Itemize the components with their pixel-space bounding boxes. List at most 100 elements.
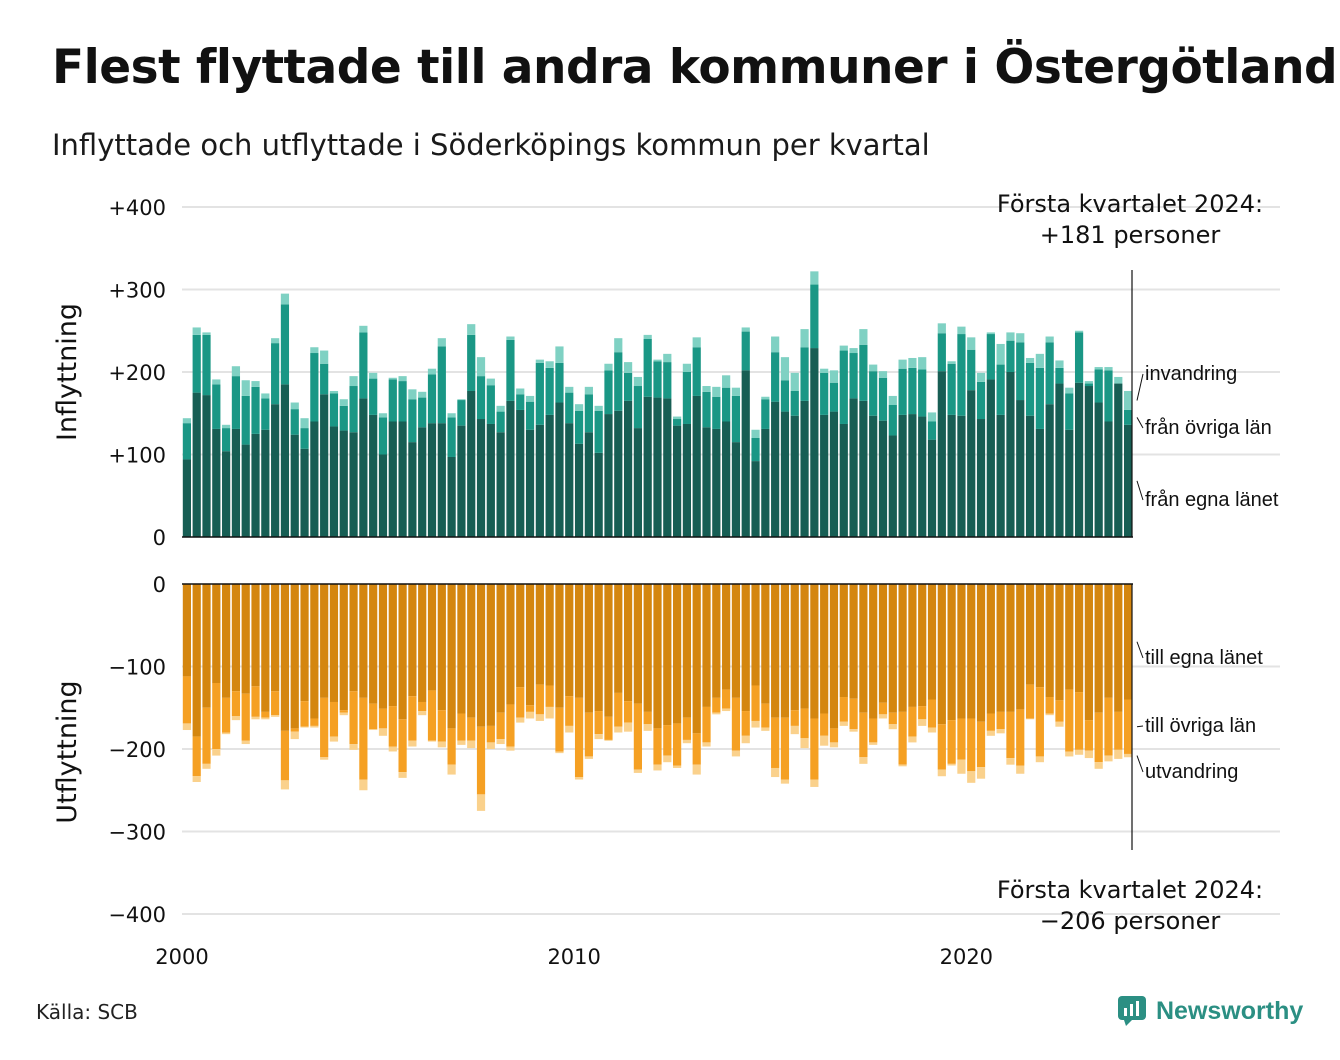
outflow-bar-till-övriga-län: [800, 708, 809, 739]
inflow-bar-från-egna-länet: [800, 400, 809, 538]
inflow-bar-från-övriga-län: [496, 411, 505, 433]
outflow-bar-till-egna-länet: [496, 584, 505, 713]
outflow-bar-till-egna-länet: [251, 584, 260, 687]
inflow-bar-från-övriga-län: [418, 397, 427, 428]
outflow-bar-till-övriga-län: [722, 689, 731, 709]
outflow-bar-till-övriga-län: [447, 728, 456, 765]
outflow-bar-till-egna-länet: [663, 584, 672, 726]
inflow-bar-invandring: [457, 399, 466, 401]
outflow-bar-till-övriga-län: [506, 704, 515, 747]
inflow-bar-invandring: [1025, 357, 1035, 363]
x-tick-label: 2020: [940, 945, 993, 969]
inflow-bar-invandring: [1045, 336, 1054, 343]
outflow-bar-utvandring: [437, 741, 446, 748]
outflow-bar-till-övriga-län: [839, 697, 848, 722]
migration-chart: 0 +100 +200 +300 +400 0 −100 −200 −300 −400 2000 20…: [52, 190, 1280, 969]
inflow-bar-från-övriga-län: [427, 374, 437, 424]
outflow-bar-till-egna-länet: [1084, 584, 1093, 721]
newsworthy-logo[interactable]: Newsworthy: [1118, 993, 1303, 1029]
series-label-leader: [1136, 373, 1144, 401]
series-label-leader: [1136, 641, 1144, 659]
inflow-bar-invandring: [810, 271, 819, 285]
outflow-bar-utvandring: [927, 727, 937, 733]
inflow-bar-invandring: [212, 379, 221, 385]
outflow-bar-till-egna-länet: [329, 584, 339, 702]
inflow-bar-från-övriga-län: [849, 353, 858, 399]
outflow-annotation-line2: −206 personer: [1040, 907, 1221, 935]
outflow-bar-till-egna-länet: [820, 584, 829, 714]
outflow-bar-till-övriga-län: [231, 691, 241, 716]
outflow-bar-till-övriga-län: [1114, 711, 1123, 750]
inflow-bar-från-egna-länet: [261, 429, 270, 537]
y-axis-title-inflow: Inflyttning: [52, 303, 83, 441]
inflow-bar-från-övriga-län: [408, 399, 417, 443]
y-tick-label: −100: [108, 656, 166, 680]
outflow-bar-till-egna-länet: [898, 584, 907, 712]
inflow-bar-från-övriga-län: [261, 398, 270, 430]
outflow-bar-utvandring: [565, 725, 574, 733]
outflow-bar-till-övriga-län: [908, 706, 917, 737]
inflow-bar-invandring: [516, 388, 525, 395]
outflow-bar-utvandring: [506, 746, 515, 751]
inflow-bar-från-övriga-län: [339, 405, 348, 431]
inflow-bar-invandring: [976, 372, 986, 382]
outflow-bar-till-egna-länet: [849, 584, 858, 699]
inflow-bar-invandring: [1055, 360, 1064, 368]
inflow-bar-invandring: [643, 334, 652, 340]
inflow-bar-invandring: [614, 338, 623, 353]
outflow-bar-till-egna-länet: [565, 584, 574, 697]
inflow-bar-invandring: [398, 376, 407, 382]
inflow-bar-från-egna-länet: [643, 396, 652, 537]
inflow-bar-från-egna-länet: [594, 452, 603, 537]
y-tick-label: +400: [108, 196, 166, 220]
inflow-bar-från-egna-länet: [378, 454, 388, 537]
y-tick-label: 0: [153, 573, 166, 597]
outflow-bar-till-övriga-län: [859, 712, 868, 758]
inflow-bar-från-egna-länet: [682, 423, 692, 537]
outflow-bar-till-egna-länet: [388, 584, 397, 707]
outflow-bar-utvandring: [251, 716, 260, 720]
outflow-bar-utvandring: [682, 739, 692, 744]
inflow-bar-invandring: [741, 327, 750, 332]
inflow-bar-invandring: [506, 336, 515, 340]
outflow-bar-till-övriga-län: [918, 706, 927, 720]
inflow-bar-invandring: [751, 429, 760, 438]
outflow-bar-utvandring: [1114, 749, 1123, 759]
outflow-bar-till-egna-länet: [1006, 584, 1015, 712]
inflow-bar-från-egna-länet: [182, 459, 191, 537]
outflow-bar-till-egna-länet: [957, 584, 966, 719]
outflow-bar-till-övriga-län: [614, 692, 623, 727]
inflow-bar-från-övriga-län: [878, 377, 888, 421]
outflow-bar-till-egna-länet: [967, 584, 976, 719]
inflow-bar-från-övriga-län: [643, 339, 652, 397]
outflow-bar-till-övriga-län: [241, 693, 250, 741]
inflow-bar-från-övriga-län: [947, 363, 956, 415]
outflow-bar-till-egna-länet: [1055, 584, 1064, 701]
inflow-bar-invandring: [731, 387, 741, 396]
outflow-bar-till-egna-länet: [731, 584, 741, 698]
inflow-bar-från-egna-länet: [310, 421, 319, 537]
outflow-bar-utvandring: [241, 740, 250, 745]
inflow-bar-invandring: [790, 372, 799, 391]
outflow-bar-till-övriga-län: [339, 710, 348, 713]
inflow-bar-invandring: [222, 424, 231, 429]
y-axis-title-outflow: Utflyttning: [52, 680, 83, 823]
inflow-bar-invandring: [996, 343, 1005, 365]
inflow-bar-från-övriga-län: [212, 384, 221, 429]
inflow-bar-från-egna-länet: [565, 423, 574, 537]
inflow-bar-från-egna-länet: [869, 415, 878, 537]
inflow-bar-från-egna-länet: [1074, 382, 1084, 537]
inflow-bar-från-övriga-län: [1084, 383, 1093, 387]
outflow-bar-utvandring: [976, 767, 986, 779]
outflow-bar-till-övriga-län: [349, 691, 358, 745]
inflow-bar-från-egna-länet: [476, 419, 486, 537]
outflow-bar-utvandring: [810, 779, 819, 787]
inflow-bar-från-övriga-län: [898, 368, 907, 415]
inflow-bar-från-egna-länet: [702, 427, 711, 537]
inflow-bar-invandring: [623, 362, 633, 373]
outflow-bar-till-övriga-län: [1084, 720, 1093, 751]
outflow-bar-till-övriga-län: [329, 701, 339, 737]
outflow-bar-utvandring: [535, 714, 544, 721]
inflow-bar-från-egna-länet: [820, 414, 829, 537]
inflow-bar-invandring: [908, 357, 917, 368]
